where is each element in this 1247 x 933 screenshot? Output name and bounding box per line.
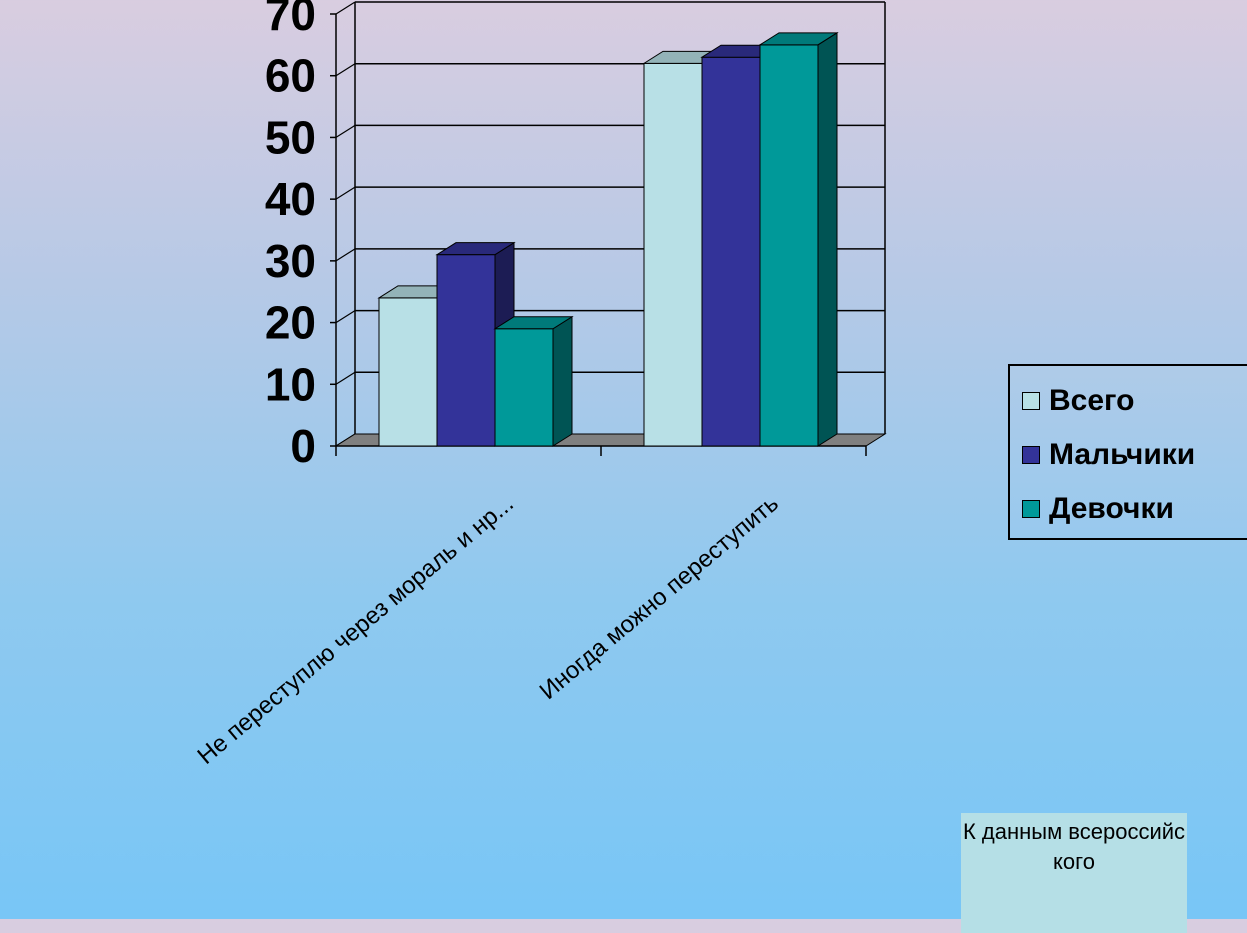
side-wall-line (335, 63, 356, 77)
bar-top (758, 32, 839, 46)
side-wall-line (335, 124, 356, 138)
side-wall-line (335, 1, 356, 15)
side-wall-line (335, 248, 356, 262)
y-tick-label: 60 (265, 50, 316, 102)
bar-side (817, 31, 838, 447)
y-tick-label: 20 (265, 297, 316, 349)
legend-swatch-boys (1022, 446, 1040, 464)
legend-item-boys: Мальчики (1022, 438, 1195, 472)
category-label: Не переступлю через мораль и нр... (192, 490, 518, 770)
y-tick-label: 70 (265, 0, 316, 40)
bars (377, 31, 839, 447)
note-box: К данным всероссийского (961, 813, 1187, 933)
bar-front (643, 62, 703, 447)
note-text: К данным всероссийского (962, 819, 1186, 874)
bar-top (493, 316, 574, 330)
bar (758, 31, 839, 447)
legend: Всего Мальчики Девочки (1008, 364, 1247, 540)
bar-front (759, 44, 819, 447)
y-tick-label: 30 (265, 235, 316, 287)
bar (493, 315, 574, 447)
side-wall-line (335, 186, 356, 200)
legend-item-all: Всего (1022, 384, 1134, 418)
bar-front (494, 328, 554, 447)
side-wall-line (335, 310, 356, 324)
y-tick-label: 0 (290, 420, 316, 472)
legend-label-girls: Девочки (1049, 492, 1174, 525)
bar-top (435, 242, 516, 256)
category-label: Иногда можно переступить (535, 490, 784, 705)
legend-label-all: Всего (1049, 384, 1135, 417)
bar-side (552, 315, 573, 447)
bar-front (701, 56, 761, 447)
y-tick-label: 40 (265, 173, 316, 225)
y-tick-label: 50 (265, 111, 316, 163)
side-wall-line (335, 371, 356, 385)
legend-label-boys: Мальчики (1049, 438, 1196, 471)
legend-swatch-girls (1022, 500, 1040, 518)
bar-front (378, 297, 438, 447)
bar-front (436, 254, 496, 447)
category-labels: Не переступлю через мораль и нр... Иногда… (192, 490, 783, 770)
y-tick-label: 10 (265, 358, 316, 410)
legend-item-girls: Девочки (1022, 492, 1174, 526)
y-tick-labels: 0 10 20 30 40 50 60 70 (265, 0, 316, 472)
legend-swatch-all (1022, 392, 1040, 410)
